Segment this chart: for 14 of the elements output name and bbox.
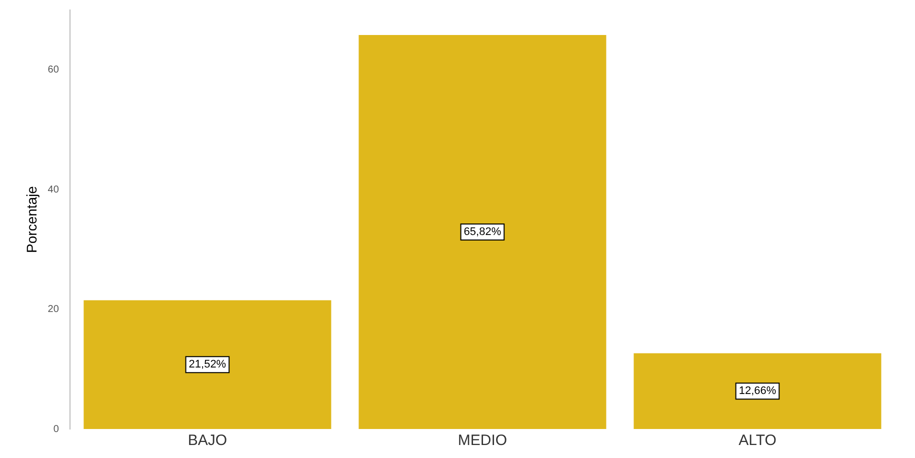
y-tick-label: 20 <box>48 304 60 316</box>
data-label: 12,66% <box>738 385 776 398</box>
x-tick-label: ALTO <box>738 432 776 450</box>
y-tick-label: 60 <box>48 64 60 76</box>
data-label: 21,52% <box>188 358 226 371</box>
y-axis-title: Porcentaje <box>23 186 40 253</box>
y-tick-label: 0 <box>53 424 60 435</box>
data-label: 65,82% <box>464 226 502 238</box>
bar <box>634 353 882 429</box>
x-tick-label: BAJO <box>188 432 228 450</box>
bar <box>358 35 606 429</box>
x-tick-label: MEDIO <box>458 432 508 450</box>
y-tick-label: 40 <box>48 184 60 196</box>
bar <box>84 300 332 429</box>
